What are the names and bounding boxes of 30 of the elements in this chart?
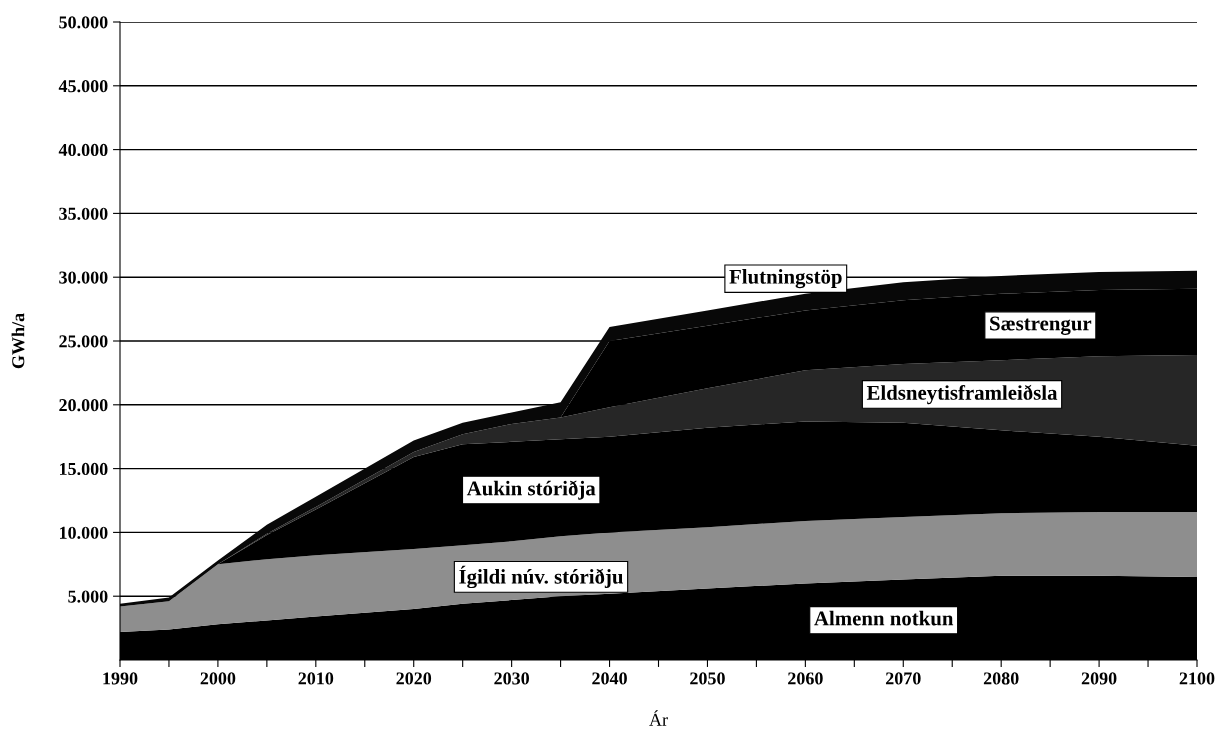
x-tick-label: 2100 — [1179, 672, 1215, 685]
x-tick-label: 2010 — [298, 672, 334, 685]
y-tick-label: 10.000 — [59, 526, 108, 539]
y-axis-title: GWh/a — [11, 313, 25, 369]
series-label: Almenn notkun — [814, 610, 954, 626]
y-tick-label: 45.000 — [58, 80, 108, 93]
x-tick-label: 2000 — [200, 672, 236, 685]
y-tick-label: 15.000 — [59, 462, 108, 476]
series-label: Eldsneytisframleiðsla — [866, 384, 1058, 405]
y-tick-label: 5.000 — [68, 590, 108, 603]
x-tick-label: 2050 — [690, 672, 725, 685]
y-tick-label: 50.000 — [59, 16, 108, 29]
x-tick-label: 2030 — [494, 672, 529, 685]
x-tick-label: 2020 — [396, 672, 432, 685]
x-tick-label: 2080 — [983, 672, 1019, 685]
x-tick-label: 2070 — [885, 672, 921, 685]
series-label: Ígildi núv. stóriðju — [459, 565, 623, 589]
y-tick-label: 30.000 — [59, 271, 108, 284]
x-axis-title: Ár — [649, 710, 668, 726]
series-label: Sæstrengur — [990, 316, 1092, 335]
y-tick-label: 20.000 — [59, 399, 108, 412]
x-tick-label: 2090 — [1081, 672, 1117, 685]
y-tick-label: 35.000 — [59, 207, 108, 220]
series-label: Aukin stóriðja — [466, 480, 596, 500]
y-tick-label: 40.000 — [58, 143, 108, 157]
x-tick-label: 2060 — [788, 672, 823, 685]
x-tick-label: 2040 — [592, 672, 627, 685]
series-label: Flutningstöp — [729, 269, 842, 289]
y-tick-label: 25.000 — [59, 335, 108, 348]
x-tick-label: 1990 — [103, 672, 138, 685]
